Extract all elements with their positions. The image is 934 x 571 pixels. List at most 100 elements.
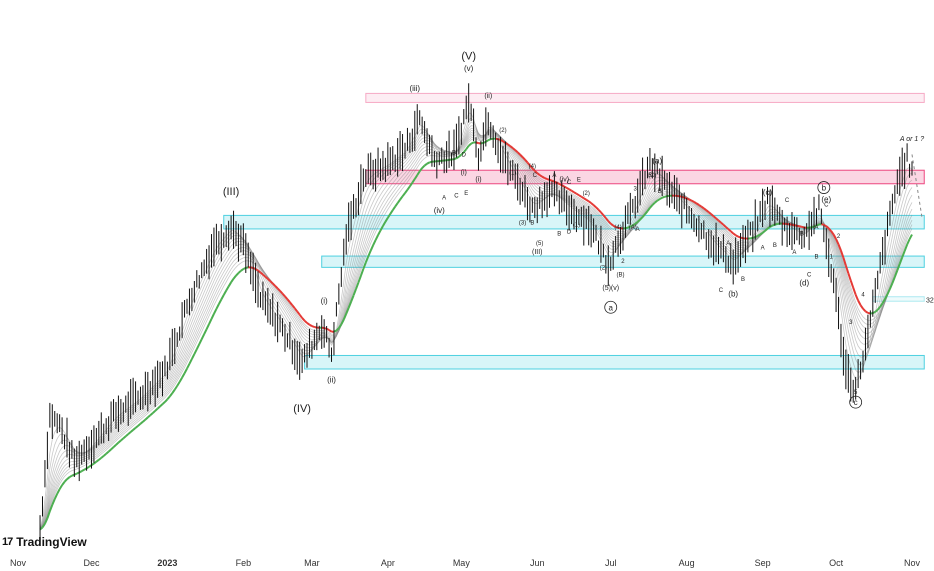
- x-tick-label: Aug: [679, 558, 695, 568]
- ribbon-edge-segment: [46, 510, 51, 519]
- wave-label: C: [533, 173, 538, 179]
- ribbon-edge-segment: [615, 226, 619, 229]
- ribbon-edge-segment: [830, 230, 835, 236]
- ribbon-edge-segment: [132, 427, 137, 431]
- ribbon-line-28: [39, 138, 913, 530]
- ribbon-edge-segment: [761, 230, 766, 234]
- ribbon-edge-segment: [832, 234, 837, 240]
- ribbon-edge-segment: [259, 271, 264, 276]
- ribbon-edge-segment: [53, 493, 59, 500]
- wave-label: a: [609, 303, 614, 312]
- wave-label: A: [442, 196, 446, 202]
- ribbon-edge-segment: [369, 244, 375, 252]
- ribbon-edge-segment: [524, 159, 529, 164]
- wave-label: 5: [854, 390, 858, 396]
- wave-label: A: [792, 250, 796, 256]
- ribbon-edge-segment: [394, 202, 399, 208]
- ribbon-edge-segment: [634, 221, 639, 225]
- ribbon-edge-segment: [240, 268, 244, 272]
- wave-label: B: [814, 254, 818, 260]
- ribbon-edge-segment: [200, 333, 206, 340]
- ribbon-edge-segment: [379, 225, 384, 231]
- wave-label: (iv): [559, 177, 569, 184]
- ribbon-edge-segment: [876, 306, 881, 311]
- ribbon-edge-segment: [171, 389, 176, 394]
- ribbon-edge-segment: [367, 250, 372, 257]
- ribbon-edge-segment: [125, 433, 129, 437]
- ribbon-edge-segment: [359, 268, 365, 277]
- ribbon-edge-segment: [842, 257, 847, 266]
- wave-label: C: [824, 202, 829, 208]
- ribbon-line-10: [39, 125, 913, 530]
- ribbon-edge-segment: [237, 270, 242, 274]
- ribbon-edge-segment: [139, 420, 144, 425]
- ribbon-edge-segment: [465, 145, 470, 150]
- ribbon-edge-segment: [705, 209, 710, 213]
- ribbon-edge-segment: [864, 310, 869, 314]
- ribbon-edge-segment: [396, 199, 401, 204]
- ribbon-edge-segment: [646, 207, 651, 212]
- ribbon-edge-segment: [852, 287, 857, 296]
- wave-label: (1): [573, 223, 580, 229]
- ribbon-edge-segment: [507, 143, 511, 147]
- ribbon-edge-segment: [328, 329, 333, 333]
- wave-label: (III): [532, 249, 543, 256]
- ribbon-edge-segment: [592, 204, 597, 209]
- ribbon-edge-segment: [908, 234, 913, 240]
- ribbon-edge-segment: [342, 313, 348, 321]
- x-tick-label: Feb: [236, 558, 252, 568]
- ribbon-edge-segment: [147, 414, 151, 419]
- ribbon-edge-segment: [590, 202, 595, 206]
- x-tick-label: Jul: [605, 558, 617, 568]
- ribbon-edge-segment: [764, 227, 769, 232]
- ribbon-edge-segment: [377, 230, 382, 236]
- ribbon-edge-segment: [63, 478, 68, 483]
- wave-label: c: [854, 398, 858, 407]
- ribbon-edge-segment: [578, 194, 582, 198]
- ribbon-edge-segment: [536, 172, 541, 176]
- ribbon-edge-segment: [93, 460, 97, 465]
- ribbon-edge-segment: [418, 167, 423, 172]
- ribbon-edge-segment: [335, 327, 340, 332]
- wave-label: (III): [223, 186, 240, 198]
- ribbon-edge-segment: [891, 276, 896, 284]
- ribbon-edge-segment: [387, 213, 392, 219]
- ribbon-edge-segment: [544, 177, 548, 180]
- ribbon-edge-segment: [886, 288, 891, 295]
- wave-label: (i): [461, 170, 467, 177]
- wave-label: (3): [519, 220, 526, 226]
- wave-label: A: [636, 227, 640, 233]
- ribbon-edge-segment: [730, 230, 734, 235]
- ribbon-edge-segment: [103, 453, 107, 457]
- ribbon-edge-segment: [272, 282, 276, 287]
- ribbon-edge-segment: [264, 275, 269, 280]
- ribbon-line-22: [39, 134, 913, 530]
- ribbon-edge-segment: [389, 209, 394, 215]
- ribbon-edge-segment: [563, 185, 568, 189]
- ribbon-edge-segment: [152, 410, 156, 414]
- ribbon-edge-segment: [144, 416, 149, 421]
- ribbon-edge-segment: [130, 429, 134, 433]
- wave-label: B: [741, 277, 745, 283]
- ribbon-edge-segment: [541, 175, 546, 179]
- ribbon-edge-segment: [274, 285, 279, 290]
- wave-label: C: [807, 272, 812, 278]
- ribbon-edge-segment: [347, 301, 353, 309]
- ribbon-line-24: [39, 135, 913, 530]
- ribbon-edge-segment: [637, 218, 641, 223]
- ribbon-edge-segment: [48, 504, 54, 512]
- ribbon-edge-segment: [698, 204, 702, 208]
- ribbon-edge-segment: [406, 185, 411, 191]
- ribbon-edge-segment: [193, 348, 198, 355]
- ribbon-edge-segment: [715, 217, 720, 222]
- ribbon-edge-segment: [257, 269, 262, 274]
- wave-label: A: [814, 225, 818, 231]
- ribbon-edge-segment: [827, 227, 832, 232]
- wave-label: (5)(v): [602, 285, 619, 292]
- ribbon-edge-segment: [205, 323, 210, 330]
- ribbon-edge-segment: [169, 392, 174, 397]
- wave-label: B: [658, 189, 662, 195]
- ribbon-edge-segment: [262, 273, 267, 278]
- ribbon-edge-segment: [470, 141, 474, 145]
